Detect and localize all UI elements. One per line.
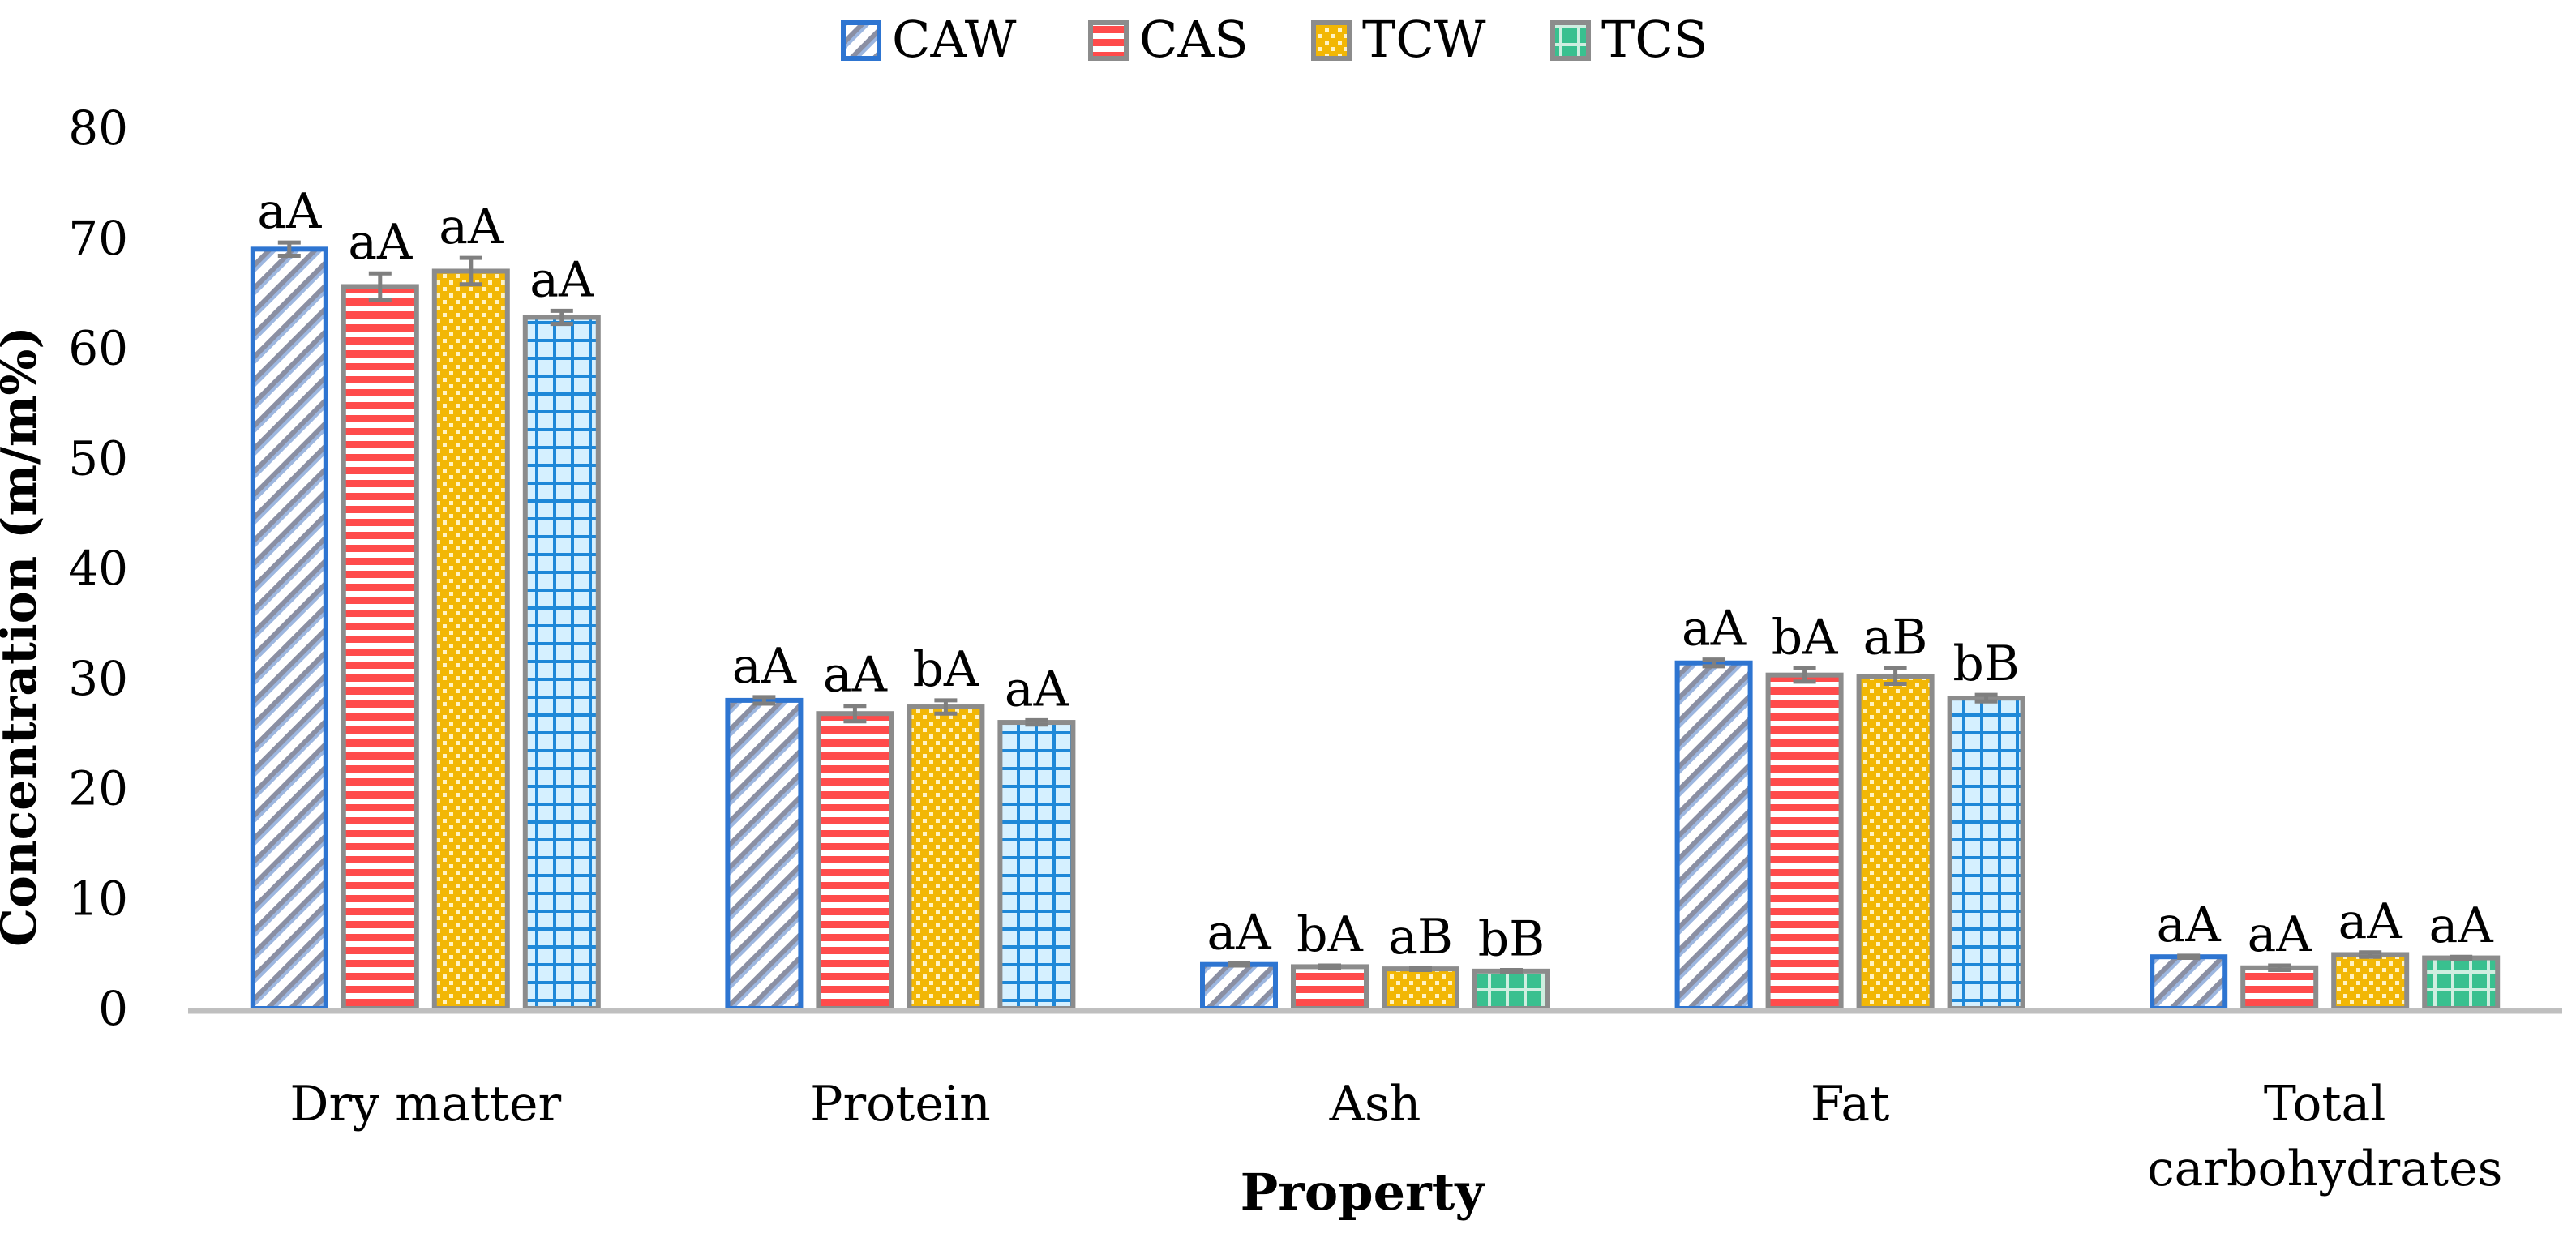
bar-cas (1765, 672, 1844, 1011)
data-label: bB (1952, 636, 2020, 692)
data-label: aA (439, 199, 504, 255)
data-label: aB (1388, 909, 1453, 966)
data-label: aA (823, 647, 888, 704)
data-label: aA (1207, 904, 1271, 961)
data-label: aA (732, 638, 797, 695)
x-tick-label: Fat (1811, 1076, 1889, 1133)
bar-tcs (997, 720, 1076, 1011)
y-axis: 0 10 20 30 40 50 60 70 80 (68, 101, 128, 1036)
data-label: aA (2157, 897, 2222, 953)
legend: CAW CAS TCW TCS (841, 10, 1708, 69)
bar-caw (725, 697, 804, 1012)
bar-caw (1674, 660, 1753, 1011)
data-label: bA (1772, 610, 1838, 666)
bar-tcw (431, 268, 510, 1012)
y-tick-label: 70 (68, 211, 128, 266)
bar-tcs (522, 315, 601, 1011)
data-label: aA (257, 183, 322, 240)
data-label: aA (1005, 661, 1069, 717)
y-tick-label: 20 (68, 761, 128, 816)
x-axis-title: Property (1241, 1163, 1486, 1222)
y-tick-label: 0 (98, 981, 128, 1036)
legend-label: TCS (1601, 10, 1708, 69)
data-label: aA (2338, 893, 2403, 950)
y-tick-label: 80 (68, 101, 128, 156)
data-label: bA (913, 641, 979, 698)
data-label: aA (529, 251, 594, 308)
bar-tcs (1472, 968, 1550, 1011)
bar-tcs (1947, 696, 2025, 1011)
legend-swatch-cas (1088, 20, 1129, 61)
data-label: aA (2429, 897, 2494, 954)
bar-tcw (907, 704, 985, 1011)
y-tick-label: 60 (68, 321, 128, 376)
bar-caw (1200, 961, 1278, 1011)
y-axis-title: Concentration (m/m%) (0, 326, 48, 947)
bar-cas (816, 711, 894, 1011)
bar-tcw (1856, 674, 1935, 1011)
x-tick-label: Dry matter (289, 1076, 561, 1133)
bar-caw (250, 246, 328, 1011)
legend-label: CAS (1139, 10, 1249, 69)
y-tick-label: 30 (68, 651, 128, 706)
x-tick-label: Total (2264, 1076, 2386, 1133)
bar-tcs (2422, 955, 2501, 1012)
x-axis: Dry matter Protein Ash Fat Total carbohydrate… (188, 1008, 2562, 1197)
x-tick-label: carbohydrates (2147, 1141, 2502, 1197)
data-label: bB (1478, 910, 1545, 967)
x-tick-label: Protein (810, 1076, 991, 1133)
bar-cas (341, 284, 419, 1012)
y-tick-label: 40 (68, 541, 128, 596)
data-label: aA (1682, 601, 1747, 657)
data-label: aB (1863, 610, 1928, 666)
legend-swatch-caw (841, 20, 881, 61)
bar-tcw (1382, 966, 1459, 1012)
legend-label: TCW (1362, 10, 1486, 69)
bar-cas (2240, 965, 2319, 1011)
x-tick-label: Ash (1329, 1076, 1421, 1133)
data-label: aA (348, 214, 413, 271)
data-label: bA (1297, 906, 1363, 963)
bar-caw (2150, 954, 2228, 1012)
bar-cas (1291, 964, 1369, 1012)
y-tick-label: 10 (68, 871, 128, 926)
bar-tcw (2331, 952, 2410, 1012)
bars: aA aA aA aA aA aA bA aA aA bA aB bB aA bA aB bB aA aA aA aA (250, 183, 2501, 1012)
data-label: aA (2248, 906, 2312, 963)
legend-swatch-tcs (1550, 20, 1591, 61)
legend-swatch-tcw (1311, 20, 1352, 61)
y-tick-label: 50 (68, 430, 128, 486)
legend-label: CAW (892, 10, 1017, 69)
